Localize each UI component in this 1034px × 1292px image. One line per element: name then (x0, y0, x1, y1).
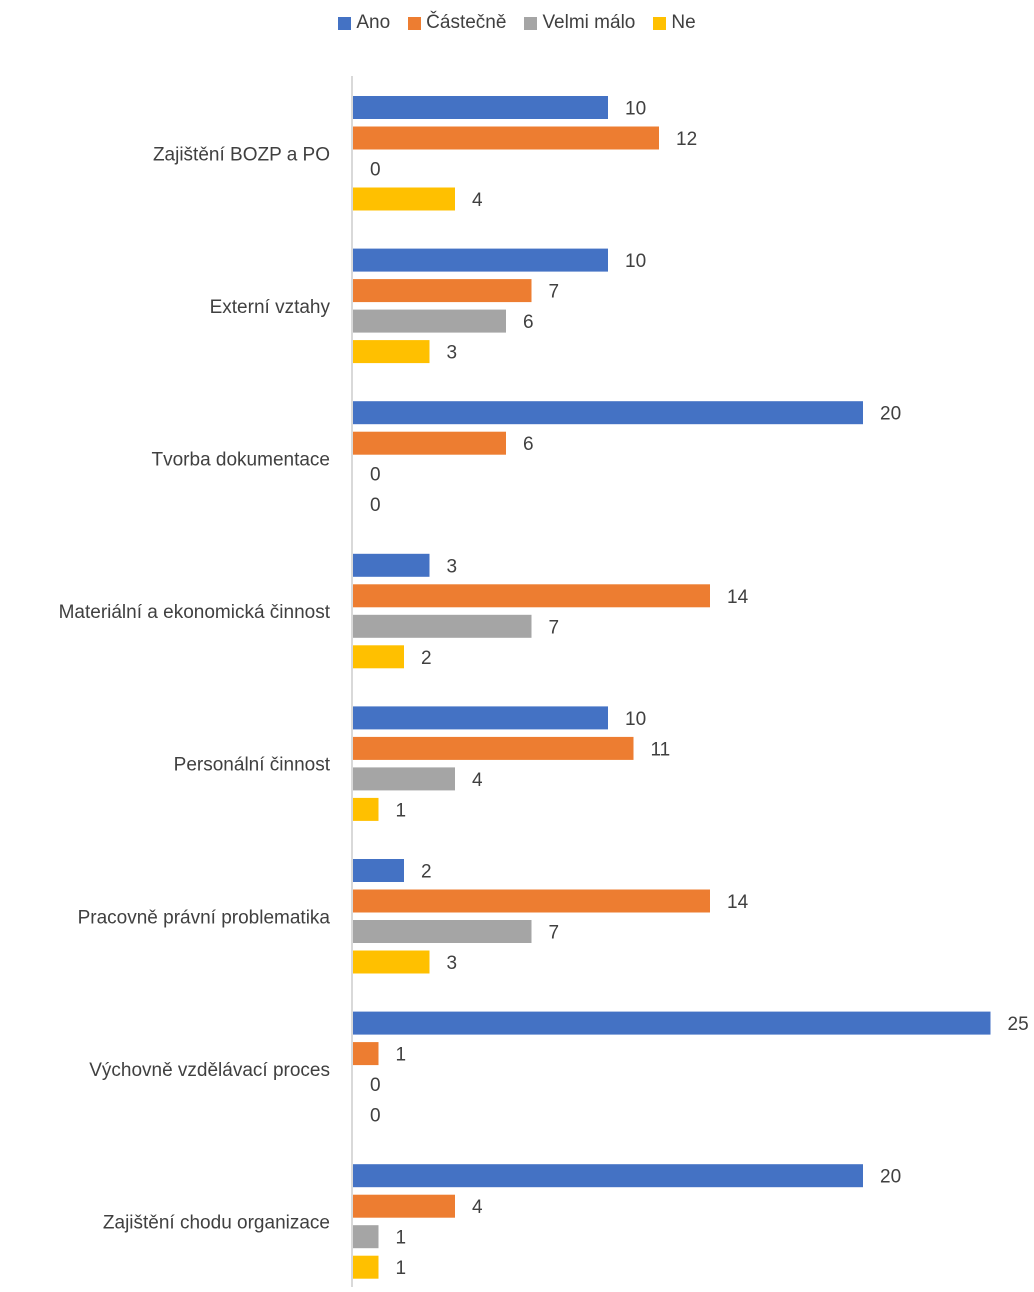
data-label: 0 (370, 465, 381, 486)
bar-částečně (353, 1042, 379, 1066)
data-label: 2 (421, 648, 432, 669)
legend: Ano Částečně Velmi málo Ne (0, 12, 1034, 34)
data-label: 2 (421, 862, 432, 883)
data-label: 20 (880, 404, 901, 425)
category-label: Výchovně vzdělávací proces (89, 1060, 330, 1081)
bar-ano (353, 1011, 991, 1035)
data-label: 3 (447, 953, 458, 974)
category-label: Personální činnost (174, 755, 331, 776)
data-label: 14 (727, 587, 749, 608)
bar-ano (353, 248, 608, 272)
data-label: 11 (651, 739, 671, 760)
bar-ano (353, 96, 608, 119)
category-label: Materiální a ekonomická činnost (59, 602, 331, 623)
bar-ano (353, 553, 430, 577)
data-label: 10 (625, 99, 646, 120)
legend-label: Ano (356, 12, 391, 33)
legend-swatch (408, 16, 422, 30)
legend-label: Částečně (426, 12, 507, 33)
category-label: Externí vztahy (210, 297, 331, 318)
data-label: 0 (370, 1075, 381, 1096)
bar-ne (353, 340, 430, 364)
bar-částečně (353, 126, 659, 150)
bar-velmi-málo (353, 1225, 379, 1249)
legend-item: Velmi málo (524, 12, 635, 34)
legend-swatch (338, 16, 352, 30)
data-label: 7 (549, 617, 560, 638)
legend-item: Částečně (408, 12, 506, 34)
data-label: 6 (523, 312, 534, 333)
data-label: 20 (880, 1167, 901, 1188)
data-label: 4 (472, 770, 483, 791)
bar-částečně (353, 1194, 455, 1218)
bar-částečně (353, 889, 710, 913)
bar-ne (353, 797, 379, 821)
legend-swatch (653, 16, 667, 30)
data-label: 3 (447, 343, 458, 364)
data-label: 7 (549, 923, 560, 944)
bar-ano (353, 1164, 863, 1188)
data-label: 1 (396, 1258, 407, 1279)
data-label: 1 (396, 1228, 407, 1249)
bar-ano (353, 401, 863, 425)
data-label: 25 (1008, 1014, 1029, 1035)
bar-ano (353, 859, 404, 882)
bar-velmi-málo (353, 309, 506, 333)
data-label: 1 (396, 800, 407, 821)
data-label: 10 (625, 709, 646, 730)
data-label: 0 (370, 495, 381, 516)
bar-ano (353, 706, 608, 730)
bar-ne (353, 950, 430, 974)
data-label: 4 (472, 1197, 483, 1218)
data-label: 7 (549, 282, 560, 303)
legend-swatch (524, 16, 538, 30)
legend-label: Velmi málo (542, 12, 636, 33)
data-label: 0 (370, 160, 381, 181)
legend-label: Ne (671, 12, 696, 33)
bar-částečně (353, 279, 532, 303)
category-label: Zajištění BOZP a PO (153, 144, 330, 165)
bar-ne (353, 1255, 379, 1279)
legend-item: Ne (653, 12, 696, 34)
bar-ne (353, 645, 404, 669)
category-label: Pracovně právní problematika (78, 907, 331, 928)
data-label: 6 (523, 434, 534, 455)
category-label: Zajištění chodu organizace (103, 1212, 330, 1233)
data-label: 1 (396, 1045, 407, 1066)
bar-částečně (353, 431, 506, 455)
bar-velmi-málo (353, 920, 532, 943)
data-label: 0 (370, 1106, 381, 1127)
legend-item: Ano (338, 12, 390, 34)
bar-částečně (353, 584, 710, 608)
data-label: 4 (472, 190, 483, 211)
data-label: 12 (676, 129, 697, 150)
bar-ne (353, 187, 455, 211)
data-label: 10 (625, 251, 646, 272)
data-label: 3 (447, 556, 458, 577)
bar-částečně (353, 736, 634, 760)
bar-velmi-málo (353, 614, 532, 638)
data-label: 14 (727, 892, 749, 913)
bar-velmi-málo (353, 767, 455, 791)
category-label: Tvorba dokumentace (152, 449, 331, 470)
